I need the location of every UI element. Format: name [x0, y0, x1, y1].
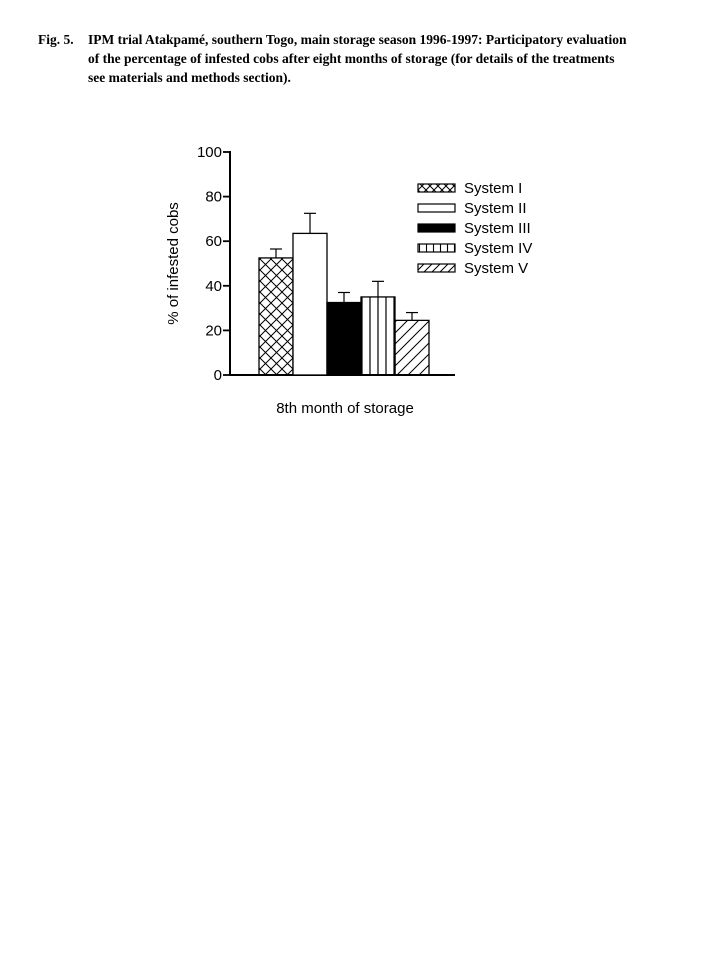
bar-chart-figure: 0 20 40 60 80 100 System I System II System III S… [150, 138, 560, 428]
legend-label-system-v: System V [464, 260, 528, 277]
bar-system-v [394, 319, 430, 376]
legend-label-system-ii: System II [464, 200, 527, 217]
caption-line: IPM trial Atakpamé, southern Togo, main … [88, 32, 627, 47]
y-tick-label: 0 [214, 367, 222, 384]
caption-line: of the percentage of infested cobs after… [88, 51, 615, 66]
y-tick-label: 100 [197, 144, 222, 161]
figure-number: Fig. 5. [38, 32, 74, 47]
legend-label-system-iii: System III [464, 220, 531, 237]
legend-swatch-system-i [417, 183, 456, 193]
caption-text: IPM trial Atakpamé, southern Togo, main … [88, 30, 688, 87]
bar-chart-svg: 0 20 40 60 80 100 System I System II System III S… [165, 144, 532, 417]
bar-system-i [258, 257, 294, 376]
figure-caption: Fig. 5. IPM trial Atakpamé, southern Tog… [38, 30, 688, 87]
legend-label-system-iv: System IV [464, 240, 532, 257]
legend-swatch-system-v [417, 263, 456, 273]
y-tick-label: 60 [205, 233, 222, 250]
caption-line: see materials and methods section). [88, 70, 291, 85]
bar-system-iii [326, 301, 362, 376]
y-tick-label: 80 [205, 189, 222, 206]
legend-swatch-system-iii [417, 223, 456, 233]
legend-swatch-system-iv [417, 243, 456, 253]
x-axis-label: 8th month of storage [276, 400, 414, 417]
y-axis-label: % of infested cobs [165, 202, 182, 325]
legend-swatch-system-ii [417, 203, 456, 213]
y-tick-label: 20 [205, 322, 222, 339]
bar-system-iv [360, 296, 396, 376]
legend-label-system-i: System I [464, 180, 522, 197]
y-tick-label: 40 [205, 278, 222, 295]
bar-system-ii [292, 232, 328, 376]
